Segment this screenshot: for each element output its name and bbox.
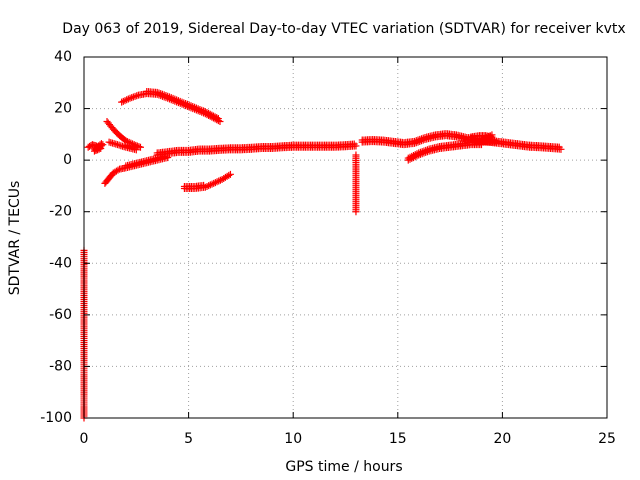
- y-tick-label: -20: [49, 204, 72, 220]
- data-point: [216, 117, 224, 125]
- axis-ticks: 0 5 10 15 20 25 -100 -80 -60 -40 -20 0 20 40: [40, 49, 616, 447]
- data-point: [128, 94, 136, 102]
- data-point: [215, 177, 223, 185]
- chart-title: Day 063 of 2019, Sidereal Day-to-day VTE…: [62, 21, 625, 37]
- data-point: [97, 140, 105, 148]
- x-axis-label: GPS time / hours: [285, 459, 402, 475]
- data-point: [210, 179, 218, 187]
- plot-frame: [83, 56, 608, 419]
- data-point: [136, 143, 144, 151]
- data-point: [211, 179, 219, 187]
- grid: [84, 57, 607, 418]
- x-tick-label: 5: [184, 431, 193, 447]
- y-tick-label: 0: [63, 152, 72, 168]
- y-tick-label: 20: [54, 101, 72, 117]
- data-point: [352, 142, 360, 150]
- y-tick-label: -60: [49, 307, 72, 323]
- y-tick-label: -80: [49, 358, 72, 374]
- data-point: [133, 92, 141, 100]
- data-point: [123, 96, 131, 104]
- y-tick-label: 40: [54, 49, 72, 65]
- data-point: [208, 180, 216, 188]
- y-axis-label: SDTVAR / TECUs: [7, 181, 23, 296]
- data-point: [352, 208, 360, 216]
- x-tick-label: 25: [598, 431, 616, 447]
- data-point: [99, 141, 107, 149]
- data-point: [121, 97, 129, 105]
- data-point: [132, 146, 140, 154]
- data-point: [213, 178, 221, 186]
- data-point: [124, 95, 132, 103]
- data-points: [80, 88, 565, 422]
- data-point: [201, 183, 209, 191]
- y-tick-label: -100: [40, 410, 72, 426]
- data-point: [114, 166, 122, 174]
- data-point: [118, 98, 126, 106]
- data-point: [131, 92, 139, 100]
- x-tick-label: 20: [493, 431, 511, 447]
- data-point: [129, 93, 137, 101]
- data-point: [119, 97, 127, 105]
- x-tick-label: 15: [389, 431, 407, 447]
- data-point: [206, 181, 214, 189]
- y-tick-label: -40: [49, 255, 72, 271]
- data-point: [492, 138, 500, 146]
- data-point: [203, 182, 211, 190]
- x-tick-label: 0: [80, 431, 89, 447]
- x-tick-label: 10: [284, 431, 302, 447]
- data-point: [126, 94, 134, 102]
- data-point: [225, 171, 233, 179]
- data-point: [557, 145, 565, 153]
- data-point: [205, 182, 213, 190]
- data-point: [226, 170, 234, 178]
